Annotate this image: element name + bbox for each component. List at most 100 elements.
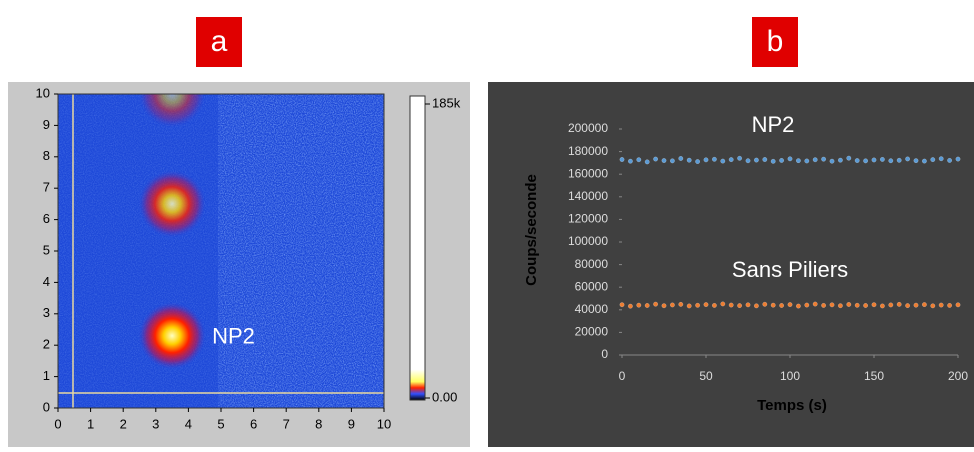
point: [762, 157, 768, 162]
point: [619, 302, 625, 308]
point: [880, 156, 885, 162]
point: [754, 303, 759, 309]
point: [812, 157, 818, 163]
point: [821, 302, 826, 308]
x-tick-label: 8: [315, 416, 322, 431]
point: [628, 303, 633, 309]
x-tick-label: 4: [185, 416, 192, 431]
x-tick-label: 150: [864, 369, 884, 383]
y-tick-label: 7: [43, 180, 50, 195]
point: [796, 303, 801, 309]
point: [838, 157, 843, 163]
point: [737, 155, 742, 161]
point: [670, 302, 675, 308]
point: [888, 302, 894, 308]
point: [745, 158, 751, 164]
y-tick-label: 2: [43, 337, 50, 352]
y-tick-label: 3: [43, 305, 50, 320]
point: [779, 158, 784, 163]
point: [930, 303, 936, 309]
point: [619, 157, 625, 162]
point: [905, 156, 910, 162]
y-tick-label: 10: [36, 85, 50, 100]
y-tick-label: 9: [43, 117, 50, 132]
point: [770, 302, 776, 308]
y-tick-label: 6: [43, 211, 50, 226]
point: [678, 301, 684, 307]
panel-label-box: [752, 17, 798, 67]
point: [947, 158, 952, 163]
x-tick-label: 2: [120, 416, 127, 431]
point: [787, 302, 793, 308]
point: [686, 157, 692, 163]
y-tick-label: 1: [43, 368, 50, 383]
panel-b-bg: [488, 82, 974, 447]
point: [947, 302, 952, 308]
y-tick-label: 20000: [575, 325, 609, 339]
point: [804, 158, 810, 164]
point: [812, 301, 818, 307]
y-tick-label: 100000: [568, 234, 608, 248]
point: [905, 303, 910, 309]
spot: [138, 94, 207, 128]
y-tick-label: 140000: [568, 189, 608, 203]
point: [695, 159, 700, 164]
point: [854, 302, 860, 308]
y-tick-label: 4: [43, 274, 50, 289]
x-tick-label: 0: [619, 369, 626, 383]
y-tick-label: 60000: [575, 279, 609, 293]
point: [737, 303, 742, 309]
point: [653, 301, 658, 307]
point: [829, 302, 835, 308]
point: [628, 158, 633, 164]
point: [955, 156, 961, 162]
y-tick-label: 160000: [568, 166, 608, 180]
point: [938, 302, 944, 308]
point: [712, 302, 717, 308]
annotation: NP2: [212, 324, 255, 349]
y-tick-label: 200000: [568, 121, 608, 135]
point: [678, 156, 684, 161]
panel-label: b: [767, 25, 784, 58]
point: [863, 303, 868, 308]
point: [720, 301, 726, 307]
point: [888, 158, 894, 164]
point: [871, 157, 877, 163]
x-tick-label: 50: [699, 369, 713, 383]
point: [644, 303, 650, 308]
point: [846, 155, 852, 161]
y-tick-label: 40000: [575, 302, 609, 316]
spot: [138, 301, 207, 370]
x-tick-label: 0: [54, 416, 61, 431]
point: [854, 158, 860, 163]
point: [913, 302, 919, 308]
point: [728, 302, 734, 308]
point: [779, 303, 784, 308]
point: [695, 302, 700, 308]
series-label: NP2: [752, 112, 795, 137]
point: [661, 158, 667, 163]
x-tick-label: 3: [152, 416, 159, 431]
x-tick-label: 100: [780, 369, 800, 383]
x-tick-label: 10: [377, 416, 391, 431]
y-tick-label: 0: [601, 347, 608, 361]
point: [636, 302, 642, 308]
x-tick-label: 5: [217, 416, 224, 431]
point: [644, 159, 650, 165]
point: [804, 302, 810, 308]
point: [930, 157, 936, 163]
point: [636, 157, 642, 163]
point: [703, 302, 709, 308]
x-tick-label: 6: [250, 416, 257, 431]
y-tick-label: 8: [43, 148, 50, 163]
point: [661, 303, 667, 309]
point: [754, 157, 759, 163]
point: [863, 158, 868, 164]
point: [829, 158, 835, 164]
point: [653, 156, 658, 162]
point: [728, 157, 734, 163]
x-tick-label: 9: [348, 416, 355, 431]
point: [846, 302, 852, 307]
point: [670, 158, 675, 164]
